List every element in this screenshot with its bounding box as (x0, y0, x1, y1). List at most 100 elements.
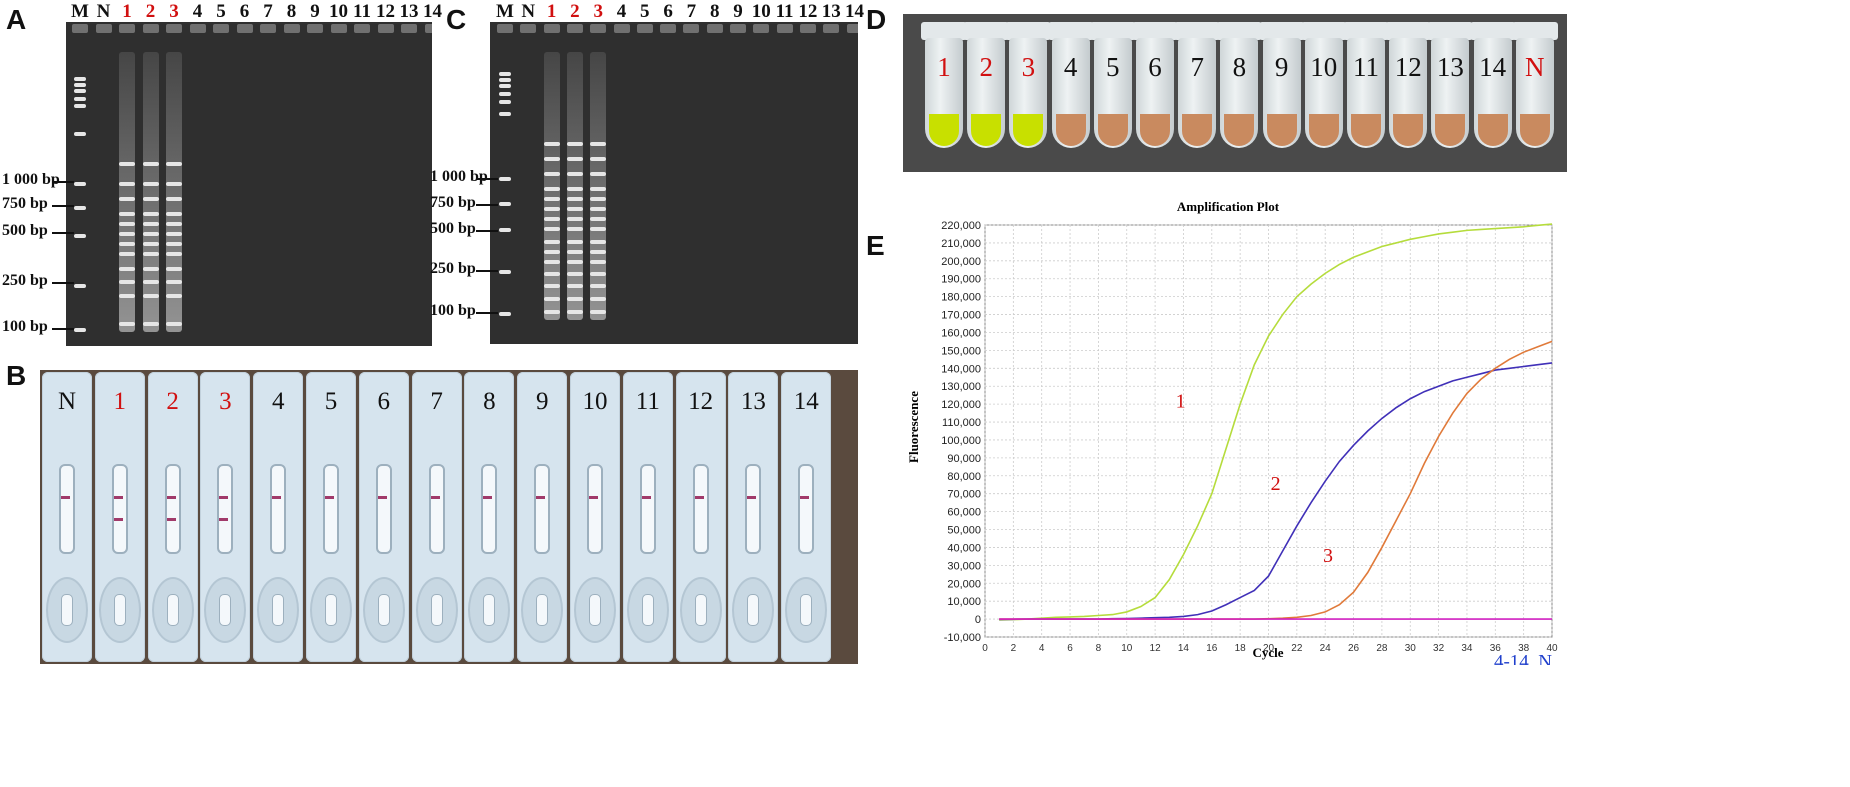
sample-well (785, 577, 828, 643)
tube (1178, 38, 1217, 148)
sample-hole (219, 594, 232, 626)
well (520, 24, 537, 33)
tube-cap (1469, 22, 1516, 40)
well (776, 24, 793, 33)
sample-band (543, 250, 560, 254)
sample-band (590, 197, 607, 201)
sample-band (566, 187, 583, 191)
result-window (481, 464, 498, 554)
lane-label: M (71, 1, 89, 22)
well (613, 24, 630, 33)
x-tick-label: 10 (1121, 643, 1133, 654)
tube-liquid (971, 114, 1002, 146)
sample-hole (325, 594, 337, 626)
ladder-band (74, 89, 86, 93)
tube (1220, 38, 1259, 148)
sample-well (98, 577, 141, 643)
tube-liquid (1308, 114, 1339, 146)
well (307, 24, 323, 33)
sample-well (204, 577, 247, 643)
sample-well (521, 577, 564, 643)
strip-label: N (57, 388, 77, 415)
lane-label: 9 (310, 1, 320, 22)
result-window (217, 464, 234, 554)
lane-label: 4 (192, 1, 203, 22)
smear (566, 52, 583, 320)
tube (1431, 38, 1470, 148)
sample-band (566, 250, 583, 254)
tube-label: 8 (1232, 52, 1247, 82)
tube-cap (1300, 22, 1347, 40)
well (119, 24, 135, 33)
y-tick-label: 80,000 (947, 471, 981, 483)
strip-label: 8 (483, 388, 496, 415)
x-tick-label: 32 (1433, 643, 1445, 654)
sample-well (679, 577, 722, 643)
sample-band (590, 142, 607, 146)
sample-well (732, 577, 775, 643)
lane-label: 12 (798, 1, 818, 22)
test-strip: 10 (570, 372, 620, 662)
strip-label: 12 (688, 388, 714, 415)
sample-band (142, 197, 159, 201)
tube-cap (1132, 22, 1178, 40)
tube-liquid (1055, 114, 1086, 146)
smear (142, 52, 159, 332)
marker-label: 500 bp (430, 220, 476, 237)
result-window (323, 464, 339, 554)
lane-label: M (496, 1, 514, 22)
sample-hole (113, 594, 126, 626)
tube-label: 14 (1479, 52, 1507, 82)
sample-band (566, 310, 583, 314)
sample-band (543, 260, 560, 264)
well (543, 24, 560, 33)
tube-label: N (1525, 52, 1545, 82)
strip-label: 6 (377, 388, 391, 415)
test-strip: 1 (94, 372, 145, 662)
well (730, 24, 746, 33)
well (166, 24, 182, 33)
test-strip: 4 (253, 372, 304, 662)
ladder-band (499, 72, 511, 76)
lane-label: 5 (640, 1, 650, 22)
sample-band (166, 222, 182, 226)
sample-band (119, 197, 135, 201)
sample-band (543, 310, 560, 314)
result-window (587, 464, 603, 554)
y-tick-label: 140,000 (941, 363, 981, 375)
test-strip: 9 (517, 372, 568, 662)
well (142, 24, 159, 33)
ladder-band (499, 112, 511, 116)
sample-band (590, 217, 607, 221)
marker-tick (476, 230, 498, 232)
control-line (694, 496, 704, 499)
well (213, 24, 229, 33)
tube-liquid (1351, 114, 1381, 146)
lane-label: N (521, 1, 536, 22)
test-strip: 8 (464, 372, 515, 662)
series-annotation: 4-14, N (1494, 651, 1552, 665)
sample-band (543, 207, 560, 211)
x-tick-label: 24 (1320, 643, 1332, 654)
sample-hole (483, 594, 496, 626)
tube (1389, 38, 1428, 148)
y-tick-label: 180,000 (941, 292, 981, 304)
y-tick-label: 60,000 (947, 507, 981, 519)
lane-label: N (96, 1, 111, 22)
lane-label: 14 (423, 1, 442, 22)
sample-band (119, 162, 135, 166)
marker-tick (476, 270, 498, 272)
y-tick-label: 90,000 (947, 453, 981, 465)
well (401, 24, 417, 33)
x-tick-label: 30 (1405, 643, 1417, 654)
result-window (534, 464, 551, 554)
sample-well (46, 577, 88, 643)
tube-cap (963, 22, 1010, 40)
control-line (377, 496, 387, 499)
lane-label: 2 (570, 1, 580, 22)
well (590, 24, 607, 33)
well (753, 24, 770, 33)
tube-cap (1385, 22, 1432, 40)
sample-hole (61, 594, 73, 626)
series-line (999, 223, 1553, 621)
